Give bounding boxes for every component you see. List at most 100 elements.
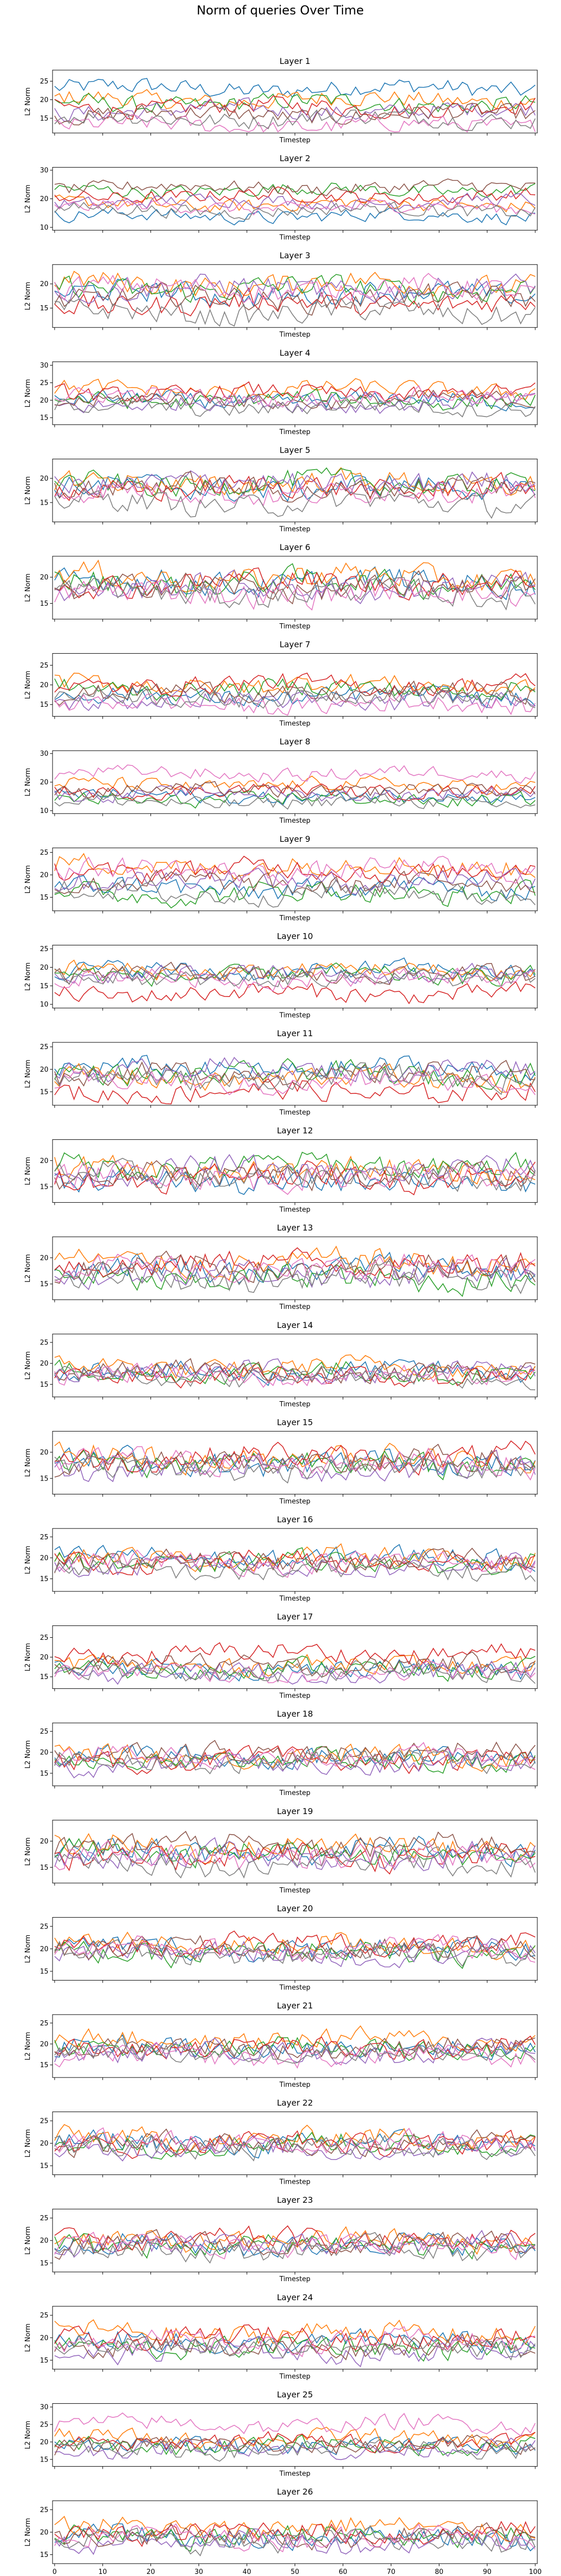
x-axis-label: Timestep bbox=[279, 720, 311, 728]
layer-panel: Layer 3 15 20 L2 Norm Timestep bbox=[24, 251, 538, 339]
series-line bbox=[54, 1453, 536, 1484]
layer-panel: Layer 22 15 20 25 L2 Norm Timestep bbox=[24, 2098, 538, 2186]
y-tick-label: 30 bbox=[40, 2404, 48, 2412]
series-line bbox=[54, 471, 536, 503]
x-tick-label: 60 bbox=[339, 2568, 348, 2576]
series-line bbox=[54, 577, 536, 611]
y-tick-label: 15 bbox=[40, 983, 48, 990]
y-axis-label: L2 Norm bbox=[24, 768, 32, 796]
series-line bbox=[54, 178, 536, 196]
layer-title: Layer 20 bbox=[277, 1903, 313, 1913]
series-line bbox=[54, 1831, 536, 1861]
y-tick-label: 25 bbox=[40, 2020, 48, 2027]
layer-title: Layer 6 bbox=[280, 542, 311, 552]
series-line bbox=[54, 1659, 536, 1684]
y-tick-label: 25 bbox=[40, 1728, 48, 1736]
series-line bbox=[54, 1060, 536, 1090]
layer-title: Layer 13 bbox=[277, 1223, 313, 1233]
axes-frame bbox=[52, 847, 538, 911]
series-line bbox=[54, 2232, 536, 2264]
y-tick-label: 15 bbox=[40, 2357, 48, 2365]
x-axis-label: Timestep bbox=[279, 915, 311, 922]
layer-panel: Layer 19 15 20 L2 Norm Timestep bbox=[24, 1806, 538, 1894]
y-tick-label: 15 bbox=[40, 1381, 48, 1389]
y-axis-label: L2 Norm bbox=[24, 87, 32, 115]
series-line bbox=[54, 1260, 536, 1294]
series-line bbox=[54, 1152, 536, 1182]
y-tick-label: 15 bbox=[40, 1475, 48, 1483]
series-line bbox=[54, 2516, 536, 2542]
figure-title: Norm of queries Over Time bbox=[197, 3, 364, 18]
series-line bbox=[54, 680, 536, 706]
series-line bbox=[54, 207, 536, 226]
axes-frame bbox=[52, 70, 538, 134]
series-line bbox=[54, 103, 536, 126]
series-line bbox=[54, 1749, 536, 1774]
series-line bbox=[54, 273, 536, 305]
x-axis-label: Timestep bbox=[279, 1303, 311, 1311]
series-line bbox=[54, 1446, 536, 1481]
y-tick-label: 15 bbox=[40, 414, 48, 422]
series-line bbox=[54, 1558, 536, 1582]
series-line bbox=[54, 200, 536, 215]
y-axis-label: L2 Norm bbox=[24, 2518, 32, 2546]
series-line bbox=[54, 2522, 536, 2551]
y-tick-label: 25 bbox=[40, 1339, 48, 1347]
series-line bbox=[54, 957, 536, 982]
series-line bbox=[54, 1263, 536, 1298]
layer-panel: Layer 23 15 20 25 L2 Norm Timestep bbox=[24, 2195, 538, 2283]
series-line bbox=[54, 1078, 536, 1105]
x-axis-label: Timestep bbox=[279, 2179, 311, 2186]
series-line bbox=[54, 186, 536, 205]
y-tick-label: 20 bbox=[40, 1157, 48, 1165]
series-line bbox=[54, 277, 536, 308]
series-line bbox=[54, 775, 536, 795]
y-tick-label: 20 bbox=[40, 2529, 48, 2537]
series-line bbox=[54, 201, 536, 220]
series-line bbox=[54, 481, 536, 507]
y-tick-label: 30 bbox=[40, 750, 48, 758]
series-line bbox=[54, 1930, 536, 1958]
series-line bbox=[54, 397, 536, 418]
y-axis-label: L2 Norm bbox=[24, 1059, 32, 1088]
y-axis-label: L2 Norm bbox=[24, 282, 32, 310]
layer-title: Layer 23 bbox=[277, 2195, 313, 2205]
series-line bbox=[54, 385, 536, 408]
series-line bbox=[54, 2127, 536, 2154]
series-line bbox=[54, 1549, 536, 1575]
axes-frame bbox=[52, 2403, 538, 2467]
series-line bbox=[54, 1069, 536, 1096]
series-line bbox=[54, 2523, 536, 2552]
y-axis-label: L2 Norm bbox=[24, 1157, 32, 1185]
y-axis-label: L2 Norm bbox=[24, 1837, 32, 1866]
series-line bbox=[54, 1660, 536, 1684]
y-axis-label: L2 Norm bbox=[24, 185, 32, 213]
x-axis-label: Timestep bbox=[279, 1011, 311, 1019]
series-line bbox=[54, 467, 536, 496]
series-line bbox=[54, 788, 536, 806]
series-line bbox=[54, 1837, 536, 1869]
series-line bbox=[54, 1358, 536, 1385]
y-axis-label: L2 Norm bbox=[24, 1254, 32, 1283]
y-tick-label: 25 bbox=[40, 1923, 48, 1931]
series-line bbox=[54, 467, 536, 498]
layer-title: Layer 12 bbox=[277, 1126, 313, 1136]
y-tick-label: 25 bbox=[40, 662, 48, 670]
x-tick-label: 70 bbox=[387, 2568, 396, 2576]
y-tick-label: 25 bbox=[40, 78, 48, 86]
series-line bbox=[54, 879, 536, 909]
y-tick-label: 15 bbox=[40, 1770, 48, 1777]
series-line bbox=[54, 672, 536, 697]
y-axis-label: L2 Norm bbox=[24, 865, 32, 893]
x-axis-label: Timestep bbox=[279, 1789, 311, 1797]
layer-title: Layer 22 bbox=[277, 2098, 313, 2108]
series-line bbox=[54, 297, 536, 327]
layer-panel: Layer 13 15 20 L2 Norm Timestep bbox=[24, 1223, 538, 1311]
y-axis-label: L2 Norm bbox=[24, 671, 32, 699]
y-tick-label: 15 bbox=[40, 305, 48, 312]
y-axis-label: L2 Norm bbox=[24, 573, 32, 602]
y-tick-label: 15 bbox=[40, 1575, 48, 1583]
y-tick-label: 15 bbox=[40, 701, 48, 709]
y-tick-label: 20 bbox=[40, 2040, 48, 2048]
